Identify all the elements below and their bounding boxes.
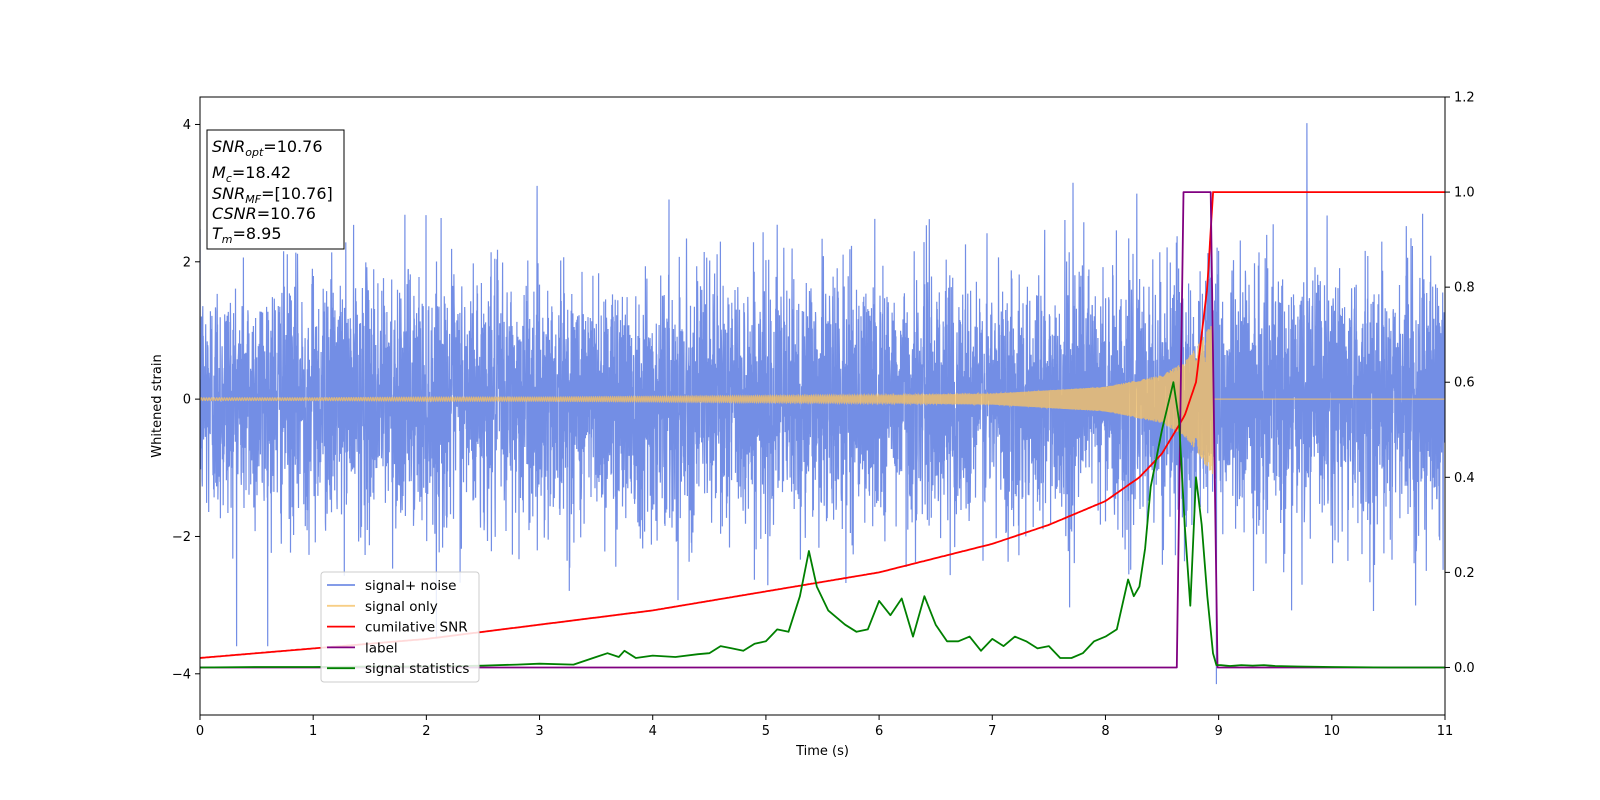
y-right-tick: 1.0 [1445,186,1475,201]
plot-frame [199,96,1446,716]
y-right-tick-label: 1.0 [1454,186,1475,201]
x-tick-label: 1 [309,724,317,739]
series-signal-statistics [200,381,1445,669]
series-signal-noise [200,123,1445,685]
x-tick: 2 [422,715,431,739]
y-right-tick: 0.2 [1445,566,1475,581]
y-right-tick: 0.6 [1445,376,1475,391]
legend: signal+ noise signal only cumilative SNR la… [320,571,480,683]
legend-entry: signal statistics [327,661,469,677]
y-axis-label: Whitened strain [150,354,165,457]
x-tick-label: 6 [875,724,883,739]
annotation-box: SNRopt=10.76 Mc=18.42SNRMF=[10.76]CSNR=10… [206,129,345,250]
legend-entry: cumilative SNR [327,620,468,636]
legend-label: signal only [365,599,438,615]
legend-entry: signal only [327,599,438,615]
x-tick: 6 [875,715,883,739]
y-right-tick-label: 0.4 [1454,471,1475,486]
x-tick-label: 4 [649,724,657,739]
y-left-tick: −2 [172,530,200,545]
x-tick: 1 [309,715,317,739]
x-tick-label: 0 [196,724,204,739]
x-tick-label: 7 [988,724,996,739]
x-tick: 10 [1324,715,1341,739]
x-axis-label: Time (s) [795,744,849,759]
y-right-tick-label: 1.2 [1454,91,1475,106]
y-right-tick: 1.2 [1445,91,1475,106]
y-right-tick-label: 0.0 [1454,661,1475,676]
y-right-tick: 0.0 [1445,661,1475,676]
x-tick-label: 10 [1324,724,1341,739]
y-left-tick: 4 [183,118,200,133]
legend-label: cumilative SNR [365,620,468,636]
legend-frame [320,571,480,683]
x-tick-label: 11 [1437,724,1454,739]
series-label [200,191,1445,669]
legend-label: label [365,640,398,656]
x-tick-label: 9 [1214,724,1222,739]
x-tick: 4 [649,715,657,739]
annotation-line: CSNR=10.76 [212,204,316,223]
x-tick: 7 [988,715,996,739]
legend-label: signal+ noise [365,578,456,594]
x-tick: 8 [1101,715,1110,739]
x-tick-label: 2 [422,724,430,739]
legend-label: signal statistics [365,661,469,677]
x-tick: 3 [535,715,544,739]
annotation-line: SNRMF=[10.76] [212,184,333,206]
y-right-tick-label: 0.8 [1454,281,1475,296]
annotation-line: SNRopt=10.76 [212,137,323,159]
x-tick-label: 5 [762,724,770,739]
y-left-tick-label: 4 [183,118,191,133]
y-right-tick: 0.4 [1445,471,1475,486]
y-right-tick: 0.8 [1445,281,1475,296]
x-tick: 9 [1214,715,1223,739]
annotation-line: Tm=8.95 [212,224,282,246]
y-left-tick-label: −2 [172,530,191,545]
x-tick: 11 [1437,715,1454,739]
y-left-tick-label: −4 [172,667,191,682]
annotation-line: Mc=18.42 [212,163,291,185]
legend-entry: label [327,640,398,656]
x-tick-label: 3 [535,724,543,739]
legend-entry: signal+ noise [327,578,456,594]
x-tick: 0 [196,715,204,739]
series-signal-only [200,324,1445,475]
y-left-tick: 2 [183,255,200,270]
y-left-tick: 0 [183,393,200,408]
y-right-tick-label: 0.6 [1454,376,1475,391]
y-left-tick-label: 2 [183,255,191,270]
y-left-tick: −4 [172,667,200,682]
y-right-tick-label: 0.2 [1454,566,1475,581]
x-tick-label: 8 [1101,724,1109,739]
x-tick: 5 [762,715,770,739]
y-left-tick-label: 0 [183,393,191,408]
